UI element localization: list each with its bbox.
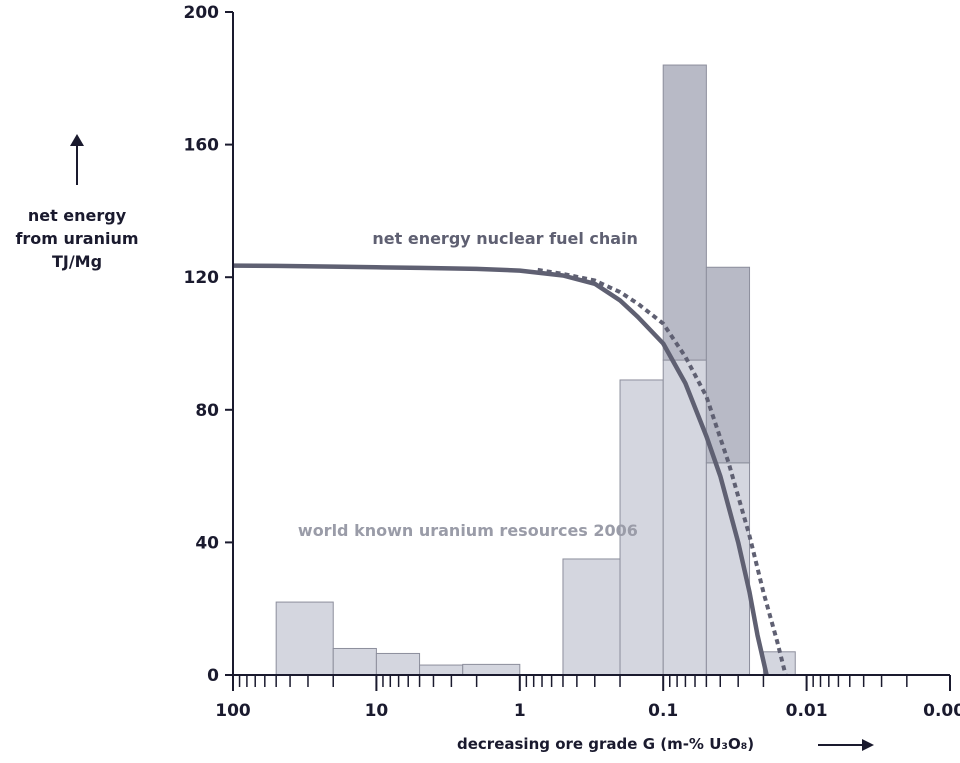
curves — [232, 263, 788, 676]
x-tick-label: 0.01 — [786, 701, 828, 721]
x-tick-label: 100 — [215, 701, 251, 721]
histogram-bar — [462, 663, 521, 676]
histogram-bar — [332, 647, 377, 676]
x-tick-label: 0.001 — [923, 701, 960, 721]
net-energy-curve — [232, 263, 769, 676]
x-axis-arrow-icon — [818, 739, 874, 751]
y-tick-label: 0 — [207, 666, 219, 686]
x-tick-label: 0.1 — [648, 701, 678, 721]
x-axis-label: decreasing ore grade G (m-% U₃O₈) — [457, 735, 754, 753]
ticks — [225, 11, 951, 691]
histogram-bar-upper — [705, 266, 751, 464]
dotted-curve — [537, 267, 788, 676]
histogram-bar — [562, 558, 621, 676]
y-axis-label-line: from uranium — [15, 229, 138, 248]
histogram-bar — [662, 359, 707, 676]
histogram-bars — [275, 64, 796, 676]
histogram-bar — [419, 664, 464, 676]
histogram-bar — [275, 601, 334, 676]
x-tick-label: 10 — [365, 701, 389, 721]
axes — [232, 12, 950, 676]
y-tick-label: 200 — [184, 3, 220, 23]
y-tick-label: 40 — [195, 533, 219, 553]
y-axis-label: net energy from uranium TJ/Mg — [15, 206, 138, 271]
histogram-annotation: world known uranium resources 2006 — [298, 521, 638, 540]
histogram-bar — [619, 379, 664, 676]
annotations: net energy nuclear fuel chain world known… — [298, 229, 638, 540]
y-axis-label-line: net energy — [28, 206, 127, 225]
x-tick-label: 1 — [514, 701, 526, 721]
y-axis-label-line: TJ/Mg — [52, 252, 102, 271]
histogram-bar-upper — [662, 64, 707, 361]
y-tick-label: 160 — [184, 136, 220, 156]
y-tick-label: 80 — [195, 401, 219, 421]
tick-labels: 0 40 80 120 160 200 100 10 1 0.1 0.01 0.001 — [184, 3, 960, 721]
y-axis-arrow-icon — [70, 134, 84, 185]
histogram-bar — [762, 651, 796, 676]
y-tick-label: 120 — [184, 268, 220, 288]
histogram-bar — [375, 652, 421, 676]
curve-annotation: net energy nuclear fuel chain — [372, 229, 638, 248]
